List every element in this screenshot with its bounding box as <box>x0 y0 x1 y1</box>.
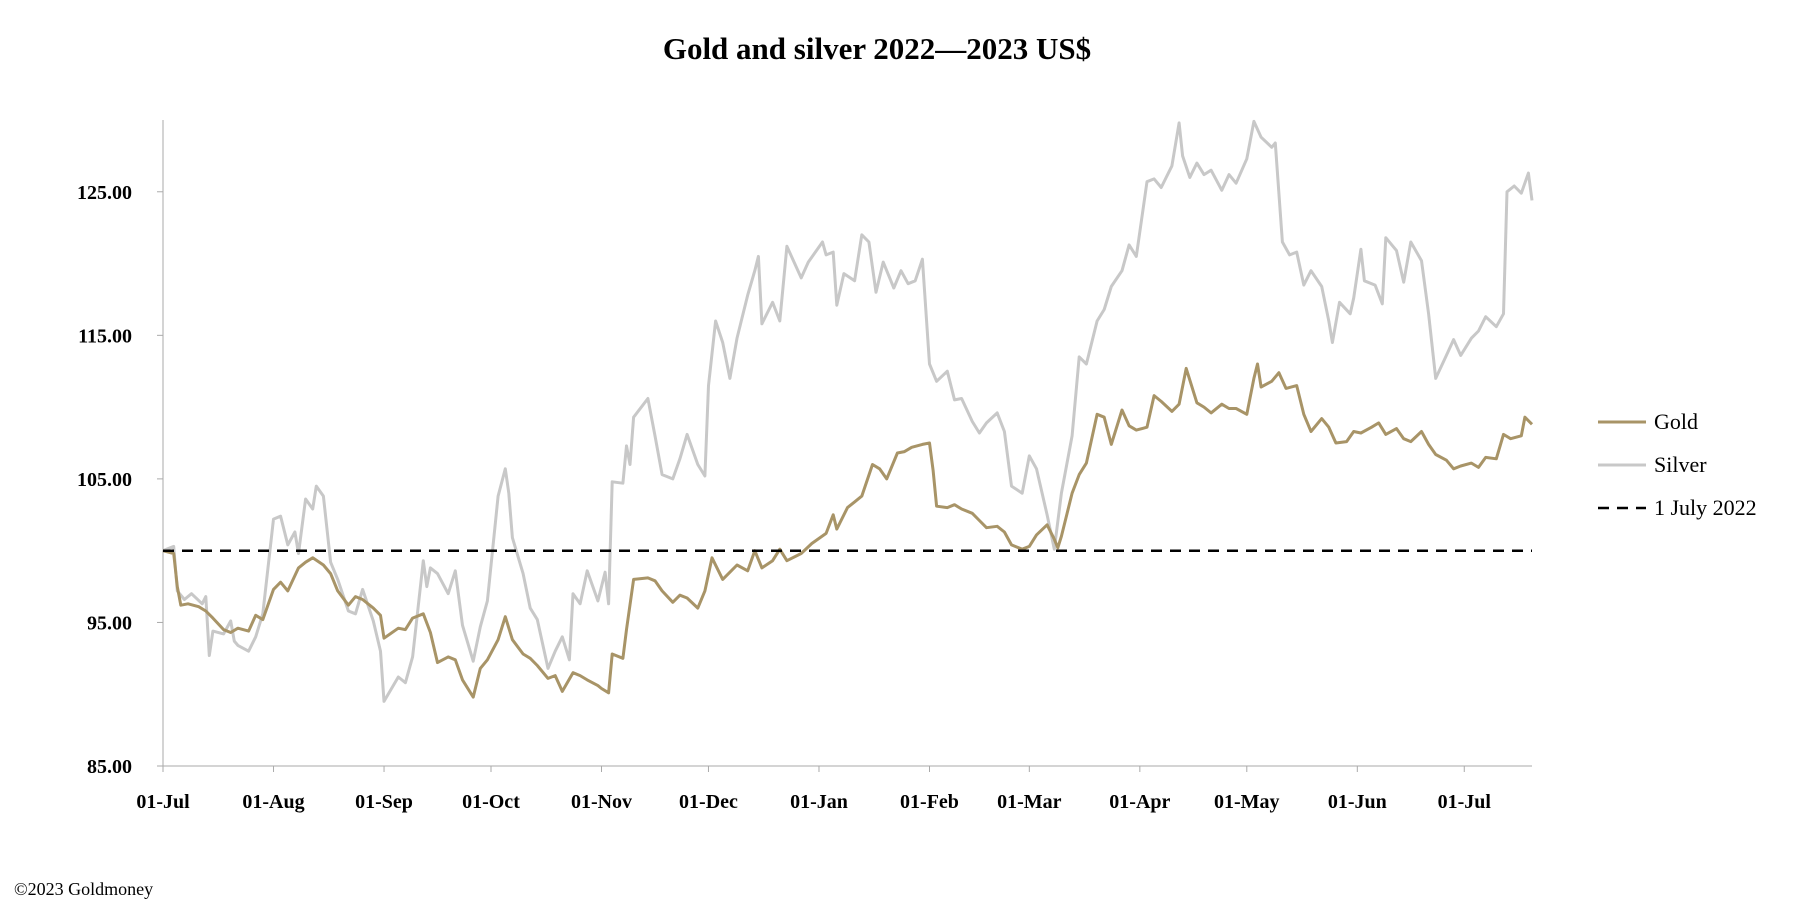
chart-title: Gold and silver 2022—2023 US$ <box>663 31 1091 66</box>
y-tick-label: 125.00 <box>77 182 132 204</box>
x-tick-label: 01-May <box>1214 791 1280 813</box>
x-ticks: 01-Jul 01-Aug 01-Sep 01-Oct 01-Nov 01-Dec 01-J… <box>136 766 1491 813</box>
y-tick-label: 95.00 <box>87 612 132 634</box>
x-tick-label: 01-Dec <box>679 791 738 813</box>
x-tick-label: 01-Oct <box>462 791 520 813</box>
x-tick-label: 01-Mar <box>997 791 1062 813</box>
legend-label: Gold <box>1654 409 1698 434</box>
legend: Gold Silver 1 July 2022 <box>1598 409 1757 520</box>
y-tick-label: 85.00 <box>87 756 132 778</box>
copyright-text: ©2023 Goldmoney <box>14 879 153 899</box>
series-line-silver <box>162 119 1534 703</box>
x-tick-label: 01-Apr <box>1109 791 1170 813</box>
series-line-gold <box>162 362 1534 699</box>
legend-label: Silver <box>1654 452 1707 477</box>
x-tick-label: 01-Sep <box>355 791 413 813</box>
legend-label: 1 July 2022 <box>1654 495 1757 520</box>
x-tick-label: 01-Jun <box>1328 791 1387 813</box>
x-tick-label: 01-Jan <box>790 791 848 813</box>
x-tick-label: 01-Jul <box>1438 791 1492 813</box>
axes <box>162 120 1532 767</box>
x-tick-label: 01-Aug <box>242 791 304 813</box>
series-layer <box>162 119 1534 703</box>
x-tick-label: 01-Nov <box>571 791 632 813</box>
y-tick-label: 105.00 <box>77 469 132 491</box>
y-tick-label: 115.00 <box>78 325 132 347</box>
x-tick-label: 01-Jul <box>136 791 190 813</box>
x-tick-label: 01-Feb <box>900 791 959 813</box>
y-ticks: 85.00 95.00 105.00 115.00 125.00 <box>77 182 163 778</box>
